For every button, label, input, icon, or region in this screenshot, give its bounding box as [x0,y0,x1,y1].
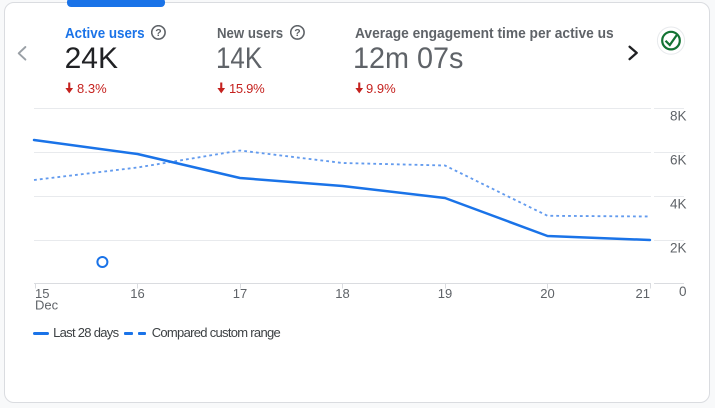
svg-text:19: 19 [438,286,452,301]
svg-text:?: ? [155,27,161,39]
svg-text:4K: 4K [670,196,687,211]
svg-text:2K: 2K [670,240,687,255]
svg-text:0: 0 [679,284,687,299]
svg-text:Dec: Dec [35,298,59,313]
svg-text:15: 15 [35,286,49,301]
svg-text:6K: 6K [670,152,687,167]
svg-text:20: 20 [540,286,554,301]
svg-text:8K: 8K [670,108,687,123]
svg-text:18: 18 [335,286,349,301]
svg-text:17: 17 [233,286,247,301]
svg-text:16: 16 [130,286,144,301]
svg-text:?: ? [294,27,300,39]
svg-text:21: 21 [636,286,650,301]
